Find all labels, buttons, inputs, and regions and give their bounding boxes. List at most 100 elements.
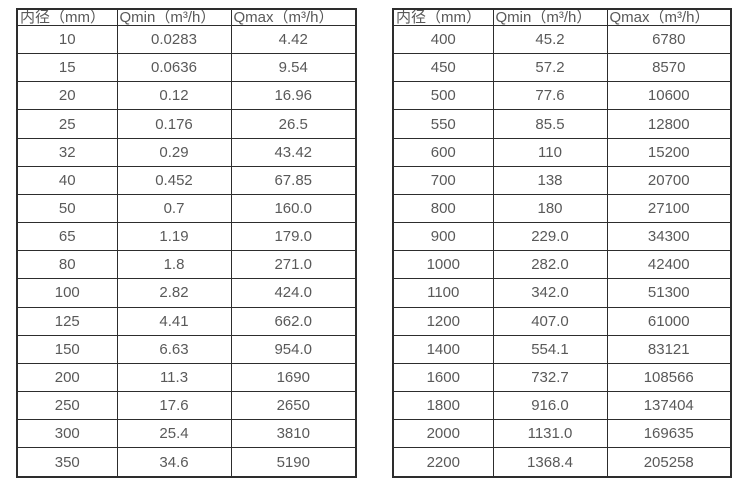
cell-diameter: 300: [16, 419, 118, 449]
table-row: 50 0.7 160.0: [16, 193, 357, 224]
table-row: 350 34.6 5190: [16, 447, 357, 478]
cell-qmax: 9.54: [230, 53, 357, 83]
table-row: 250 17.6 2650: [16, 391, 357, 421]
cell-qmin: 0.7: [116, 193, 232, 224]
column-header-qmin: Qmin（m³/h）: [116, 8, 232, 26]
cell-qmax: 34300: [606, 222, 732, 252]
table-row: 80 1.8 271.0: [16, 250, 357, 280]
cell-qmax: 20700: [606, 165, 732, 195]
cell-qmin: 1131.0: [492, 419, 608, 449]
header-row: 内径（mm） Qmin（m³/h） Qmax（m³/h）: [392, 8, 732, 26]
cell-diameter: 1000: [392, 250, 494, 280]
cell-diameter: 40: [16, 165, 118, 195]
table-row: 2000 1131.0 169635: [392, 419, 732, 449]
cell-diameter: 450: [392, 53, 494, 83]
cell-qmax: 10600: [606, 81, 732, 111]
cell-qmin: 229.0: [492, 222, 608, 252]
cell-qmin: 85.5: [492, 109, 608, 139]
cell-qmin: 45.2: [492, 24, 608, 55]
header-row: 内径（mm） Qmin（m³/h） Qmax（m³/h）: [16, 8, 357, 26]
column-header-diameter: 内径（mm）: [392, 8, 494, 26]
cell-qmin: 1368.4: [492, 447, 608, 478]
cell-qmin: 77.6: [492, 81, 608, 111]
table-row: 2200 1368.4 205258: [392, 447, 732, 478]
cell-diameter: 150: [16, 334, 118, 364]
cell-qmin: 282.0: [492, 250, 608, 280]
cell-qmin: 17.6: [116, 391, 232, 421]
cell-qmax: 1690: [230, 362, 357, 393]
cell-qmin: 34.6: [116, 447, 232, 478]
table-row: 200 11.3 1690: [16, 362, 357, 393]
cell-diameter: 900: [392, 222, 494, 252]
cell-diameter: 1100: [392, 278, 494, 308]
column-header-qmax: Qmax（m³/h）: [230, 8, 357, 26]
table-row: 32 0.29 43.42: [16, 137, 357, 167]
cell-qmin: 57.2: [492, 53, 608, 83]
table-row: 100 2.82 424.0: [16, 278, 357, 308]
cell-qmin: 180: [492, 193, 608, 224]
cell-diameter: 800: [392, 193, 494, 224]
cell-diameter: 80: [16, 250, 118, 280]
table-row: 550 85.5 12800: [392, 109, 732, 139]
cell-qmax: 205258: [606, 447, 732, 478]
cell-qmin: 0.0636: [116, 53, 232, 83]
cell-diameter: 200: [16, 362, 118, 393]
cell-qmin: 554.1: [492, 334, 608, 364]
cell-qmin: 2.82: [116, 278, 232, 308]
cell-diameter: 250: [16, 391, 118, 421]
cell-diameter: 32: [16, 137, 118, 167]
cell-qmin: 0.0283: [116, 24, 232, 55]
cell-qmax: 26.5: [230, 109, 357, 139]
cell-diameter: 50: [16, 193, 118, 224]
table-row: 15 0.0636 9.54: [16, 53, 357, 83]
flow-spec-table-small-diameters: 内径（mm） Qmin（m³/h） Qmax（m³/h） 10 0.0283 4.42 1…: [16, 8, 357, 478]
cell-diameter: 350: [16, 447, 118, 478]
table-row: 1800 916.0 137404: [392, 391, 732, 421]
table-row: 1200 407.0 61000: [392, 306, 732, 336]
table-row: 300 25.4 3810: [16, 419, 357, 449]
cell-diameter: 600: [392, 137, 494, 167]
cell-diameter: 125: [16, 306, 118, 336]
table-row: 150 6.63 954.0: [16, 334, 357, 364]
cell-qmax: 662.0: [230, 306, 357, 336]
table-row: 900 229.0 34300: [392, 222, 732, 252]
column-header-qmax: Qmax（m³/h）: [606, 8, 732, 26]
cell-qmin: 0.176: [116, 109, 232, 139]
cell-qmax: 61000: [606, 306, 732, 336]
table-row: 450 57.2 8570: [392, 53, 732, 83]
table-body: 400 45.2 6780 450 57.2 8570 500 77.6 10600 550 85.…: [392, 24, 732, 478]
cell-diameter: 15: [16, 53, 118, 83]
cell-diameter: 1200: [392, 306, 494, 336]
cell-diameter: 400: [392, 24, 494, 55]
table-header-row: 内径（mm） Qmin（m³/h） Qmax（m³/h）: [392, 8, 732, 26]
cell-qmax: 6780: [606, 24, 732, 55]
cell-diameter: 100: [16, 278, 118, 308]
cell-qmax: 43.42: [230, 137, 357, 167]
cell-qmax: 51300: [606, 278, 732, 308]
table-row: 40 0.452 67.85: [16, 165, 357, 195]
cell-qmin: 6.63: [116, 334, 232, 364]
cell-qmin: 407.0: [492, 306, 608, 336]
cell-qmax: 108566: [606, 362, 732, 393]
table-row: 600 110 15200: [392, 137, 732, 167]
table-row: 125 4.41 662.0: [16, 306, 357, 336]
table-row: 700 138 20700: [392, 165, 732, 195]
cell-qmin: 0.29: [116, 137, 232, 167]
cell-diameter: 65: [16, 222, 118, 252]
cell-qmin: 342.0: [492, 278, 608, 308]
cell-qmin: 0.452: [116, 165, 232, 195]
flow-spec-table-large-diameters: 内径（mm） Qmin（m³/h） Qmax（m³/h） 400 45.2 6780 45…: [392, 8, 732, 478]
cell-diameter: 25: [16, 109, 118, 139]
cell-qmin: 1.8: [116, 250, 232, 280]
table-row: 1600 732.7 108566: [392, 362, 732, 393]
table-row: 1100 342.0 51300: [392, 278, 732, 308]
column-header-qmin: Qmin（m³/h）: [492, 8, 608, 26]
cell-qmin: 732.7: [492, 362, 608, 393]
cell-diameter: 1600: [392, 362, 494, 393]
table-row: 1000 282.0 42400: [392, 250, 732, 280]
cell-diameter: 1800: [392, 391, 494, 421]
cell-diameter: 1400: [392, 334, 494, 364]
cell-qmax: 2650: [230, 391, 357, 421]
cell-qmin: 138: [492, 165, 608, 195]
cell-qmin: 0.12: [116, 81, 232, 111]
